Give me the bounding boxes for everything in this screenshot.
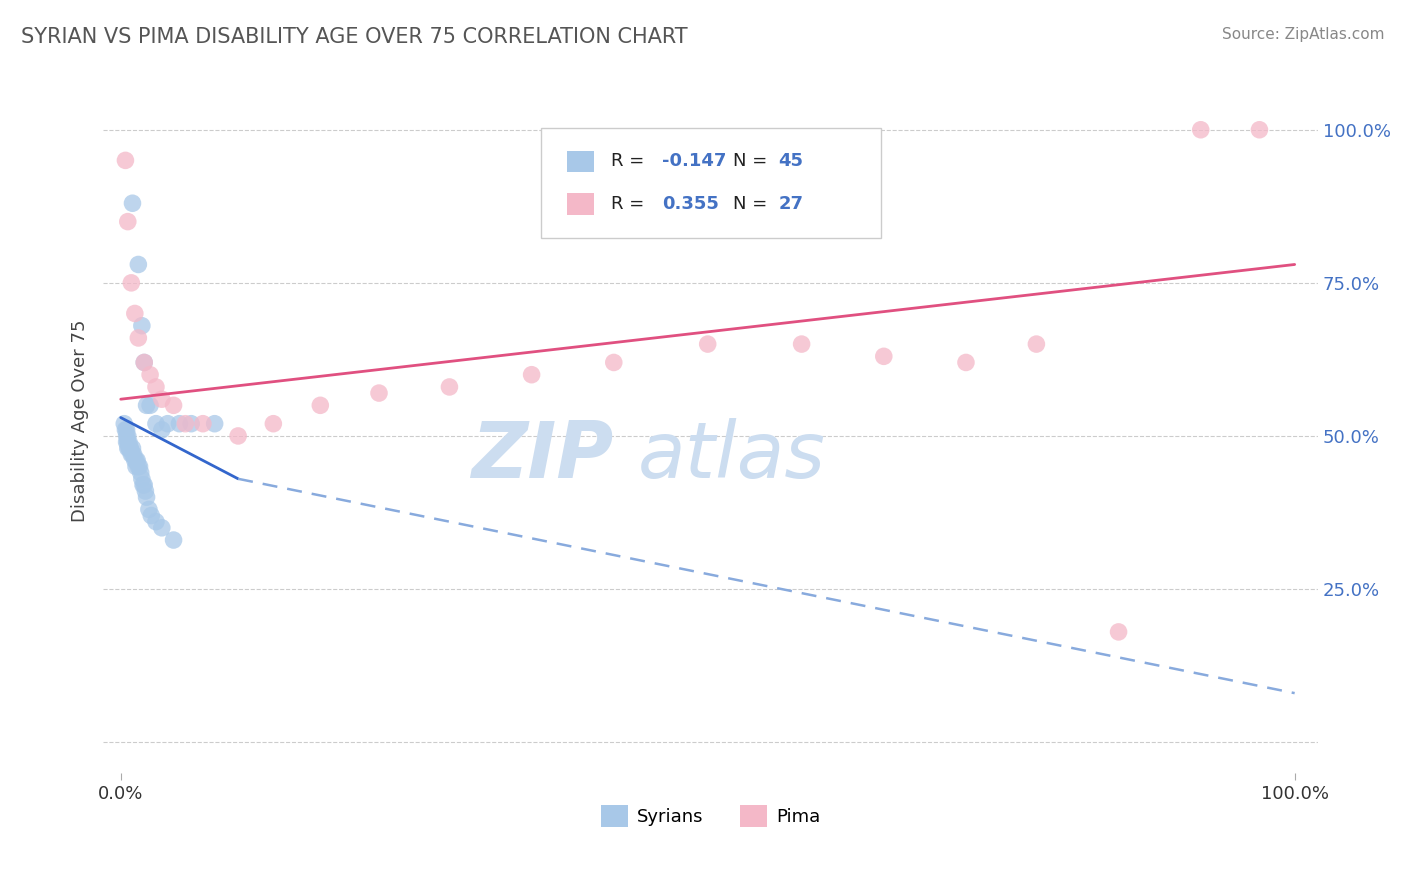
Text: 0.355: 0.355 <box>662 195 718 213</box>
Point <box>145 380 167 394</box>
Text: N =: N = <box>733 195 772 213</box>
Text: 45: 45 <box>779 153 804 170</box>
Point <box>118 435 141 450</box>
Point <box>115 423 138 437</box>
Point <box>120 441 142 455</box>
Point <box>135 398 157 412</box>
Point <box>790 337 813 351</box>
Point <box>309 398 332 412</box>
Point <box>118 441 141 455</box>
Point <box>226 429 249 443</box>
Point <box>131 318 153 333</box>
Point <box>1249 122 1271 136</box>
Point <box>134 478 156 492</box>
Point <box>117 214 139 228</box>
Point <box>122 447 145 461</box>
Point <box>129 466 152 480</box>
Text: -0.147: -0.147 <box>662 153 727 170</box>
Point <box>125 459 148 474</box>
Point <box>873 349 896 363</box>
Point <box>169 417 191 431</box>
Point <box>117 435 139 450</box>
Point <box>145 515 167 529</box>
Point <box>955 355 977 369</box>
Point <box>114 423 136 437</box>
Point <box>520 368 543 382</box>
Point <box>162 398 184 412</box>
Point <box>127 331 149 345</box>
Point <box>439 380 461 394</box>
Point <box>368 386 391 401</box>
Point <box>115 435 138 450</box>
FancyBboxPatch shape <box>567 194 593 215</box>
Legend: Syrians, Pima: Syrians, Pima <box>593 797 827 834</box>
Point <box>603 355 626 369</box>
Text: Source: ZipAtlas.com: Source: ZipAtlas.com <box>1222 27 1385 42</box>
Point <box>125 453 148 467</box>
Point <box>131 472 153 486</box>
Point <box>262 417 284 431</box>
Point <box>150 521 173 535</box>
Point <box>127 257 149 271</box>
Point <box>141 508 163 523</box>
Point <box>132 478 155 492</box>
Point <box>150 392 173 407</box>
Text: R =: R = <box>612 195 650 213</box>
Point <box>145 417 167 431</box>
Point <box>120 447 142 461</box>
Point <box>128 459 150 474</box>
Point <box>134 355 156 369</box>
FancyBboxPatch shape <box>540 128 880 237</box>
Point <box>204 417 226 431</box>
Text: ZIP: ZIP <box>471 417 613 494</box>
Text: R =: R = <box>612 153 650 170</box>
Point <box>138 502 160 516</box>
Point <box>121 447 143 461</box>
Point <box>120 441 142 455</box>
Point <box>120 276 142 290</box>
Point <box>1189 122 1212 136</box>
Text: atlas: atlas <box>638 417 825 494</box>
Point <box>150 423 173 437</box>
Point <box>139 368 162 382</box>
Point <box>117 429 139 443</box>
Text: 27: 27 <box>779 195 804 213</box>
Point <box>139 398 162 412</box>
Point <box>127 453 149 467</box>
Point <box>135 490 157 504</box>
Point <box>156 417 179 431</box>
Point <box>114 153 136 168</box>
Point <box>127 459 149 474</box>
Y-axis label: Disability Age Over 75: Disability Age Over 75 <box>72 319 89 522</box>
FancyBboxPatch shape <box>567 151 593 172</box>
Point <box>696 337 718 351</box>
Point <box>124 453 146 467</box>
Point <box>1025 337 1047 351</box>
Point <box>121 441 143 455</box>
Point <box>117 441 139 455</box>
Point <box>115 429 138 443</box>
Point <box>112 417 135 431</box>
Point <box>180 417 202 431</box>
Point <box>134 484 156 499</box>
Text: N =: N = <box>733 153 772 170</box>
Point <box>121 196 143 211</box>
Text: SYRIAN VS PIMA DISABILITY AGE OVER 75 CORRELATION CHART: SYRIAN VS PIMA DISABILITY AGE OVER 75 CO… <box>21 27 688 46</box>
Point <box>162 533 184 547</box>
Point <box>134 355 156 369</box>
Point <box>191 417 214 431</box>
Point <box>174 417 197 431</box>
Point <box>1108 624 1130 639</box>
Point <box>124 306 146 320</box>
